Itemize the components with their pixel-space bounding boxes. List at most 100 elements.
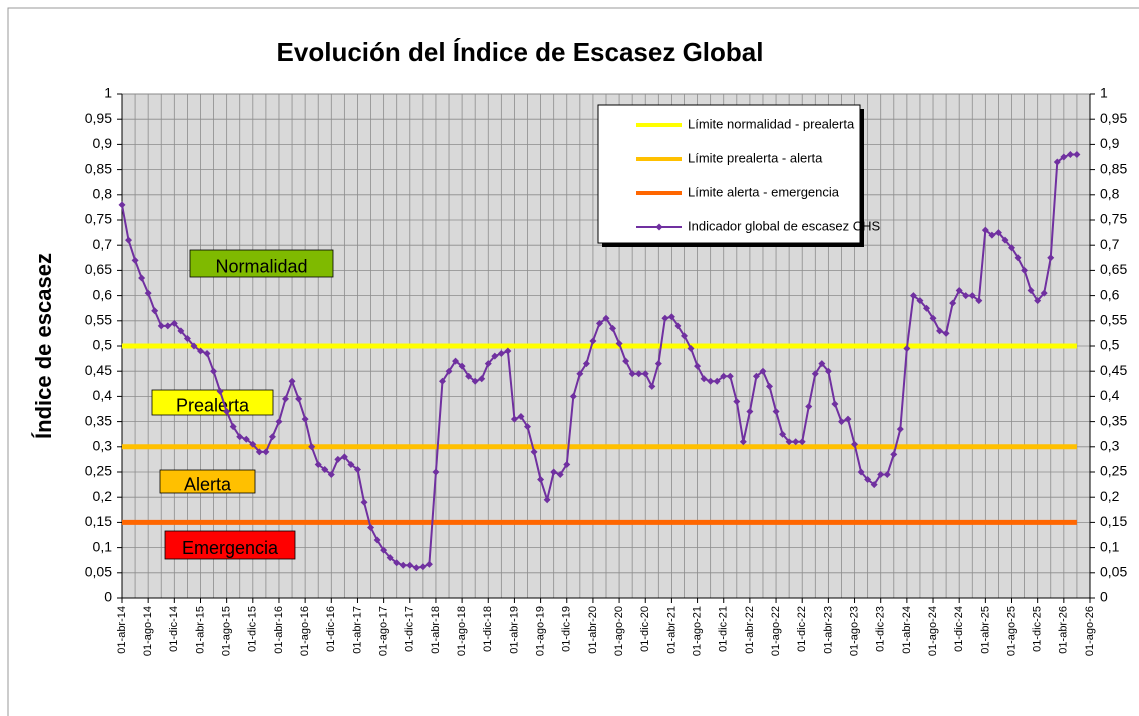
y-tick-label: 0,6: [93, 286, 113, 302]
data-point: [752, 372, 760, 380]
x-tick-label: 01-abr-25: [979, 606, 991, 654]
data-point: [589, 337, 597, 345]
data-point: [537, 476, 545, 484]
data-point: [118, 201, 126, 209]
data-point: [1073, 150, 1081, 158]
x-tick-label: 01-ago-22: [770, 606, 782, 656]
data-point: [962, 292, 970, 300]
y2-tick-label: 0,45: [1100, 362, 1127, 378]
data-point: [1047, 254, 1055, 262]
data-point: [792, 438, 800, 446]
y2-tick-label: 0,85: [1100, 160, 1127, 176]
legend-label: Límite normalidad - prealerta: [688, 116, 855, 131]
x-tick-label: 01-ago-23: [848, 606, 860, 656]
data-point: [268, 433, 276, 441]
data-point: [988, 231, 996, 239]
y-tick-label: 0,7: [93, 236, 113, 252]
x-tick-label: 01-ago-14: [142, 606, 154, 656]
data-point: [412, 564, 420, 572]
data-point: [524, 423, 532, 431]
y2-tick-label: 0,15: [1100, 513, 1127, 529]
data-point: [327, 471, 335, 479]
data-point: [766, 382, 774, 390]
data-point: [759, 367, 767, 375]
y-axis-label: Índice de escasez: [31, 253, 56, 439]
data-point: [805, 402, 813, 410]
zone-label: Prealerta: [176, 395, 250, 415]
zone-box: [189, 249, 334, 278]
data-point: [857, 468, 865, 476]
data-point: [471, 377, 479, 385]
y-tick-label: 0,4: [93, 387, 113, 403]
data-point: [582, 360, 590, 368]
data-point: [314, 460, 322, 468]
data-point: [916, 297, 924, 305]
data-point: [1008, 244, 1016, 252]
data-point: [883, 471, 891, 479]
data-point: [1060, 153, 1068, 161]
data-point: [772, 408, 780, 416]
legend-marker: [655, 223, 663, 231]
y2-tick-label: 0,35: [1100, 412, 1127, 428]
data-point: [393, 559, 401, 567]
x-tick-label: 01-abr-22: [744, 606, 756, 654]
data-point: [432, 468, 440, 476]
data-point: [484, 360, 492, 368]
data-point: [242, 435, 250, 443]
legend-label: Límite alerta - emergencia: [688, 184, 840, 199]
data-point: [125, 236, 133, 244]
data-point: [628, 370, 636, 378]
data-point: [530, 448, 538, 456]
x-tick-label: 01-abr-23: [822, 606, 834, 654]
data-point: [367, 523, 375, 531]
data-point: [550, 468, 558, 476]
y-tick-label: 0,1: [93, 538, 113, 554]
data-point: [922, 304, 930, 312]
y-tick-label: 0,95: [85, 110, 112, 126]
data-point: [949, 299, 957, 307]
data-point: [654, 360, 662, 368]
data-point: [308, 443, 316, 451]
data-point: [445, 367, 453, 375]
x-tick-label: 01-dic-14: [168, 606, 180, 652]
data-point: [556, 471, 564, 479]
zone-box: [164, 530, 296, 560]
y-tick-label: 0,15: [85, 513, 112, 529]
y2-tick-label: 0,3: [1100, 438, 1120, 454]
x-tick-label: 01-ago-16: [299, 606, 311, 656]
data-point: [190, 342, 198, 350]
y2-tick-label: 0,75: [1100, 211, 1127, 227]
data-point: [844, 415, 852, 423]
data-point: [694, 362, 702, 370]
y-tick-label: 0,65: [85, 261, 112, 277]
data-point: [576, 370, 584, 378]
y-tick-label: 0,9: [93, 135, 113, 151]
x-tick-label: 01-dic-20: [639, 606, 651, 652]
data-point: [1027, 287, 1035, 295]
data-point: [726, 372, 734, 380]
legend-label: Límite prealerta - alerta: [688, 150, 823, 165]
y2-tick-label: 0,7: [1100, 236, 1120, 252]
x-tick-label: 01-abr-17: [351, 606, 363, 654]
y-tick-label: 0,85: [85, 160, 112, 176]
data-point: [295, 395, 303, 403]
y-tick-label: 0,5: [93, 337, 113, 353]
data-point: [609, 324, 617, 332]
data-point: [680, 332, 688, 340]
x-tick-label: 01-dic-19: [561, 606, 573, 652]
data-point: [811, 370, 819, 378]
data-point: [164, 322, 172, 330]
x-tick-label: 01-abr-16: [273, 606, 285, 654]
data-point: [157, 322, 165, 330]
data-point: [438, 377, 446, 385]
data-point: [641, 370, 649, 378]
zone-label: Alerta: [184, 474, 232, 494]
data-point: [667, 313, 675, 321]
data-point: [1066, 150, 1074, 158]
data-point: [203, 350, 211, 358]
x-tick-label: 01-ago-20: [613, 606, 625, 656]
x-tick-label: 01-dic-21: [718, 606, 730, 652]
data-point: [1021, 266, 1029, 274]
y-tick-label: 0,35: [85, 412, 112, 428]
data-point: [249, 440, 257, 448]
